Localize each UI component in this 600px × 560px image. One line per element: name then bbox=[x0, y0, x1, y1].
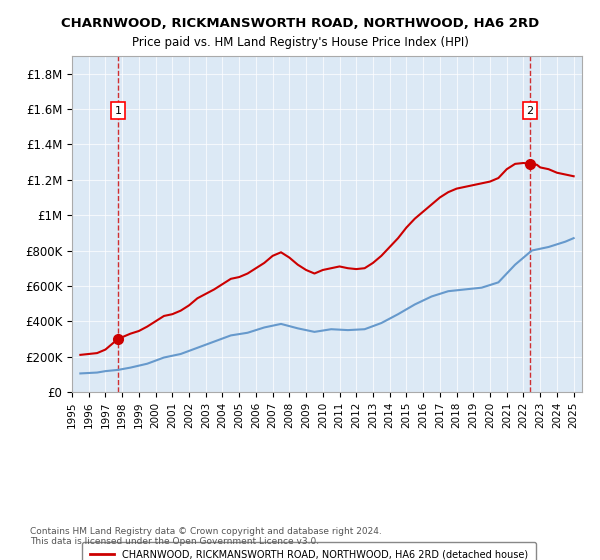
Legend: CHARNWOOD, RICKMANSWORTH ROAD, NORTHWOOD, HA6 2RD (detached house), HPI: Average: CHARNWOOD, RICKMANSWORTH ROAD, NORTHWOOD… bbox=[82, 542, 536, 560]
Text: Price paid vs. HM Land Registry's House Price Index (HPI): Price paid vs. HM Land Registry's House … bbox=[131, 36, 469, 49]
Text: CHARNWOOD, RICKMANSWORTH ROAD, NORTHWOOD, HA6 2RD: CHARNWOOD, RICKMANSWORTH ROAD, NORTHWOOD… bbox=[61, 17, 539, 30]
Text: 1: 1 bbox=[115, 106, 121, 116]
Text: 2: 2 bbox=[527, 106, 534, 116]
Text: Contains HM Land Registry data © Crown copyright and database right 2024.
This d: Contains HM Land Registry data © Crown c… bbox=[30, 526, 382, 546]
